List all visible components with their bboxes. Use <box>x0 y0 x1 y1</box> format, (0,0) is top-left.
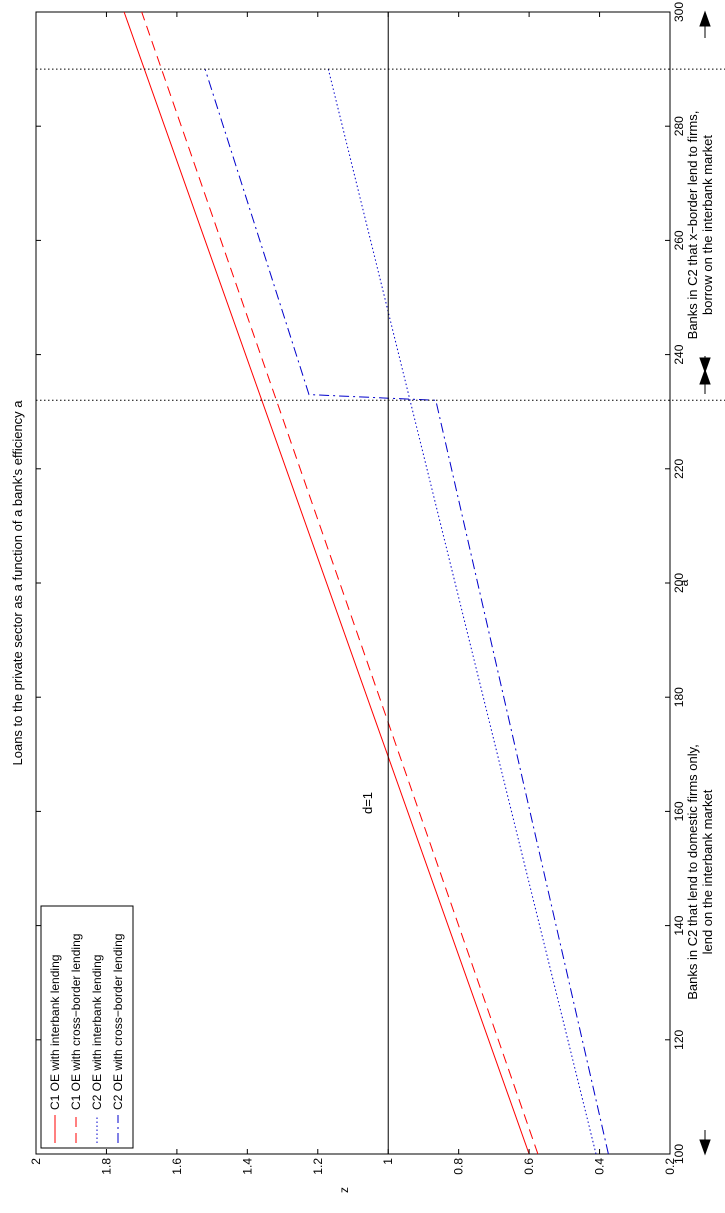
y-tick-label: 1.6 <box>170 1158 184 1175</box>
y-tick-label: 2 <box>29 1158 43 1165</box>
x-tick-label: 300 <box>672 2 686 22</box>
legend-label-1: C1 OE with interbank lending <box>48 955 62 1110</box>
y-tick-label: 0.6 <box>522 1158 536 1175</box>
x-tick-label: 260 <box>672 230 686 250</box>
annotation-arrows <box>699 10 711 1156</box>
y-tick-label: 1.2 <box>311 1158 325 1175</box>
legend-label-4: C2 OE with cross−border lending <box>111 934 125 1110</box>
x-tick-label: 160 <box>672 801 686 821</box>
y-tick-label: 1.8 <box>99 1158 113 1175</box>
annotation-xborder-line2: borrow on the interbank market <box>700 135 715 315</box>
x-tick-label: 220 <box>672 458 686 478</box>
arrow-xborder-top-head <box>699 10 711 27</box>
chart-title: Loans to the private sector as a functio… <box>10 400 25 766</box>
legend-box <box>40 905 134 1149</box>
series-layer <box>123 11 609 1155</box>
arrow-xborder-bottom-head <box>699 357 711 374</box>
annotation-domestic-line2: lend on the interbank market <box>700 789 715 954</box>
legend-label-3: C2 OE with interbank lending <box>90 955 104 1110</box>
series-line-1 <box>123 11 530 1155</box>
y-axis-label: z <box>337 1187 351 1193</box>
x-tick-label: 280 <box>672 116 686 136</box>
x-tick-label: 200 <box>672 573 686 593</box>
legend: C1 OE with interbank lending C1 OE with c… <box>40 905 134 1149</box>
y-tick-label: 1 <box>381 1158 395 1165</box>
annotation-xborder-line1: Banks in C2 that x−border lend to firms, <box>685 111 700 340</box>
legend-label-2: C1 OE with cross−border lending <box>69 934 83 1110</box>
x-tick-label: 180 <box>672 687 686 707</box>
x-axis-label: a <box>677 579 691 586</box>
y-tick-label: 0.2 <box>663 1158 677 1175</box>
arrow-domestic-top-head <box>699 368 711 385</box>
arrow-domestic-bottom-head <box>699 1139 711 1156</box>
y-tick-label: 0.8 <box>452 1158 466 1175</box>
annotation-domestic-line1: Banks in C2 that lend to domestic firms … <box>685 744 700 1000</box>
ticks: 100 120 140 160 180 200 220 240 260 280 300 0.2 0.4 0… <box>29 2 686 1175</box>
series-line-2 <box>141 11 539 1155</box>
y-tick-label: 0.4 <box>593 1158 607 1175</box>
reference-lines <box>36 12 725 1154</box>
x-tick-label: 240 <box>672 344 686 364</box>
x-tick-label: 100 <box>672 1144 686 1164</box>
reference-line-label: d=1 <box>360 792 375 814</box>
x-tick-label: 140 <box>672 915 686 935</box>
x-tick-label: 120 <box>672 1029 686 1049</box>
series-line-4 <box>204 68 609 1155</box>
y-tick-label: 1.4 <box>240 1158 254 1175</box>
